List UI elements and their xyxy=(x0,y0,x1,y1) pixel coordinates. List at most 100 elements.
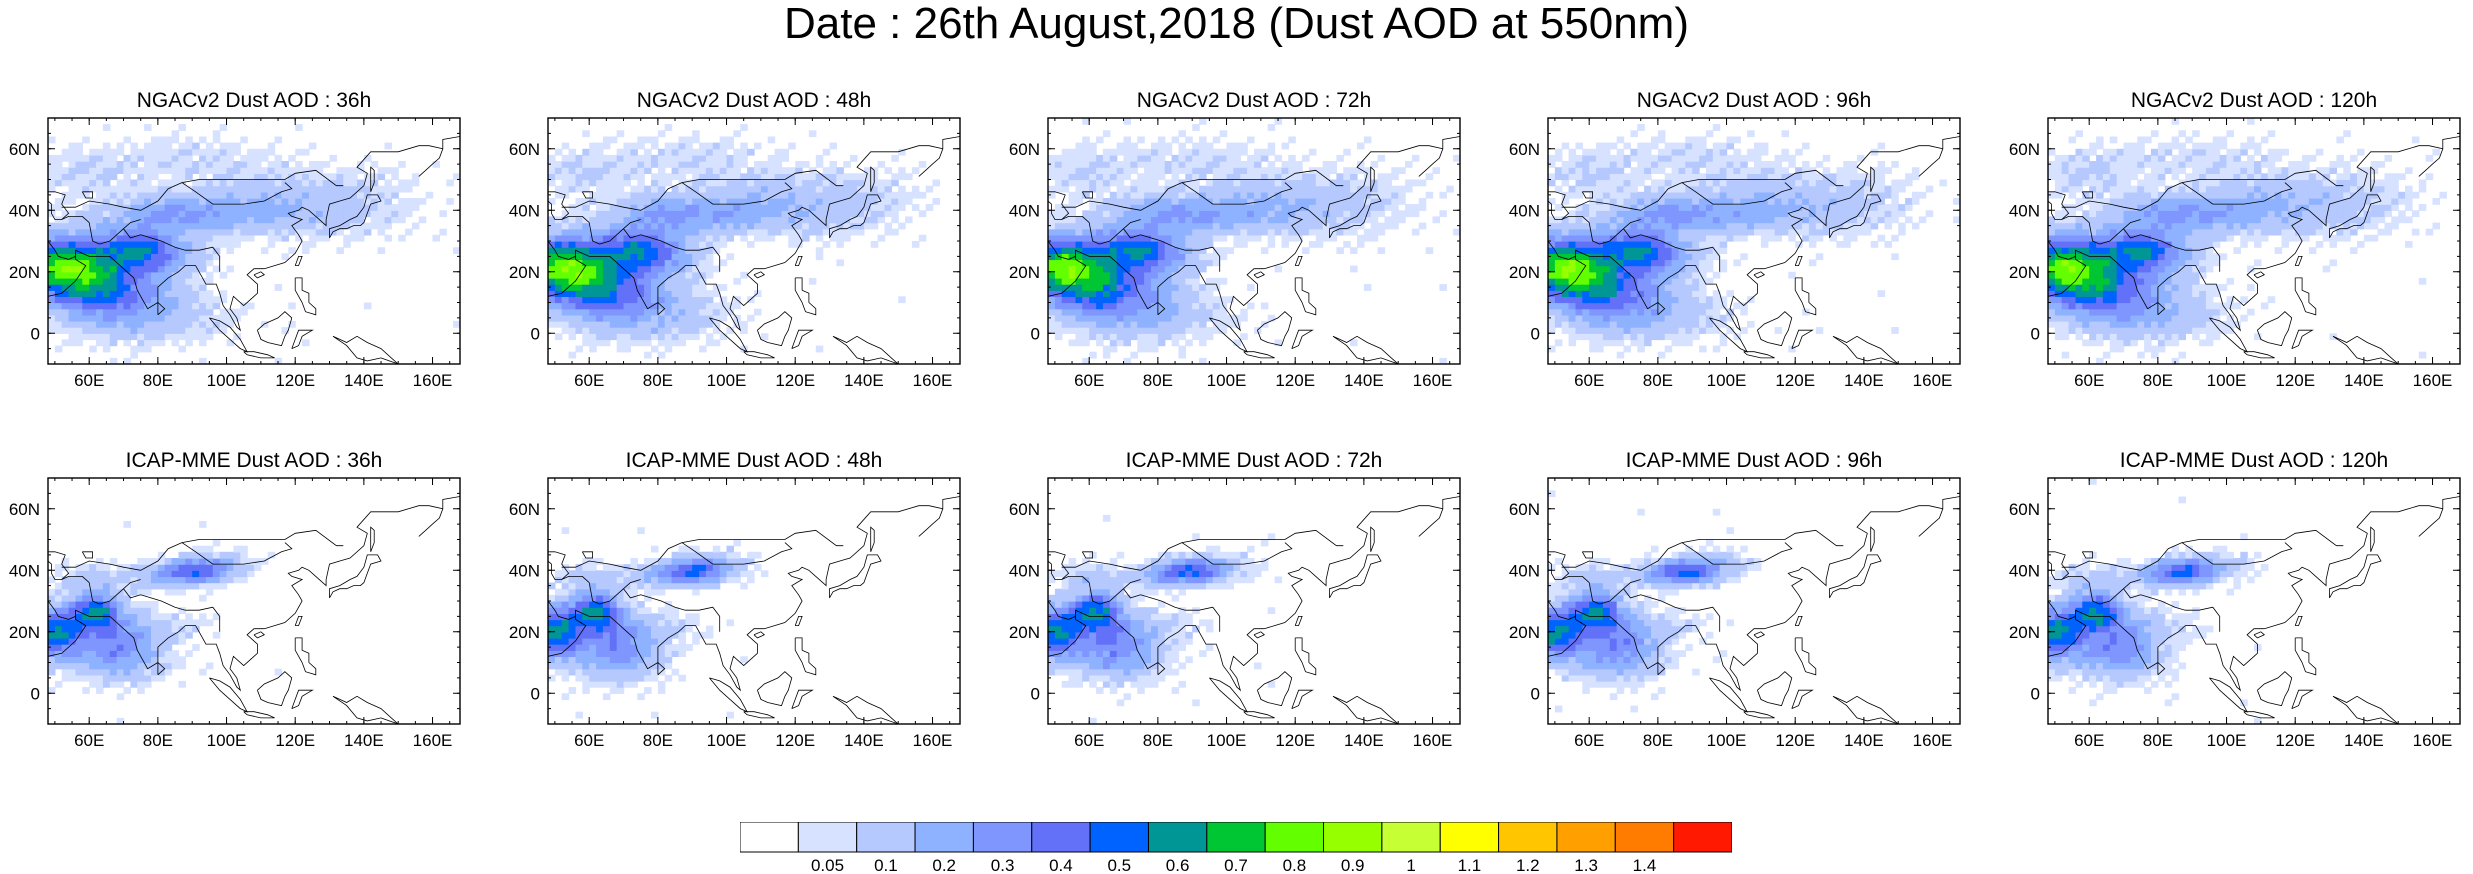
map-plot: 60N 40N 20N 0 60E 80E 100E 120E 140E 160E xyxy=(509,477,961,750)
lon-tick-label: 160E xyxy=(913,371,953,390)
colorbar: 0.05 0.1 0.2 0.3 0.4 0.5 0.6 0.7 0.8 0.9 1 1.1 1.2 1.… xyxy=(740,822,1732,872)
lat-tick-label: 0 xyxy=(1031,324,1040,343)
lat-tick-label: 0 xyxy=(2031,324,2040,343)
colorbar-box xyxy=(1147,822,1208,853)
lat-tick-label: 60N xyxy=(2009,140,2040,159)
map-panel-ngac-72h: NGACv2 Dust AOD : 72h 60N 40N 20N 0 60E 80E 100… xyxy=(1000,88,1480,408)
lon-tick-label: 160E xyxy=(1913,371,1953,390)
map-panel-ngac-120h: NGACv2 Dust AOD : 120h 60N 40N 20N 0 60E 80E 10… xyxy=(2000,88,2473,408)
map-panel-ngac-96h: NGACv2 Dust AOD : 96h 60N 40N 20N 0 60E 80E 100… xyxy=(1500,88,1980,408)
panel-title: ICAP-MME Dust AOD : 36h xyxy=(125,449,383,472)
lon-tick-label: 60E xyxy=(1074,731,1104,750)
colorbar-box xyxy=(1673,822,1732,853)
lat-tick-label: 60N xyxy=(1509,140,1540,159)
lon-tick-label: 100E xyxy=(1207,371,1247,390)
main-title: Date : 26th August,2018 (Dust AOD at 550… xyxy=(784,0,1689,48)
lat-tick-label: 60N xyxy=(9,500,40,519)
lat-tick-label: 0 xyxy=(2031,684,2040,703)
lat-tick-label: 0 xyxy=(1031,684,1040,703)
lon-tick-label: 100E xyxy=(2207,371,2247,390)
lon-tick-label: 160E xyxy=(413,371,453,390)
map-plot: 60N 40N 20N 0 60E 80E 100E 120E 140E 160E xyxy=(2009,117,2461,390)
panel-title: ICAP-MME Dust AOD : 48h xyxy=(625,449,883,472)
map-plot: 60N 40N 20N 0 60E 80E 100E 120E 140E 160E xyxy=(509,117,961,390)
map-plot: 60N 40N 20N 0 60E 80E 100E 120E 140E 160E xyxy=(1009,117,1461,390)
colorbar-label: 0.7 xyxy=(1224,856,1248,872)
map-panel-icap-96h: ICAP-MME Dust AOD : 96h 60N 40N 20N 0 60E 80E 1… xyxy=(1500,448,1980,768)
lon-tick-label: 60E xyxy=(1574,731,1604,750)
lat-tick-label: 60N xyxy=(1009,140,1040,159)
lon-tick-label: 80E xyxy=(1143,371,1173,390)
panel-title: NGACv2 Dust AOD : 36h xyxy=(136,89,372,112)
colorbar-box xyxy=(1498,822,1558,853)
lat-tick-label: 20N xyxy=(1009,263,1040,282)
colorbar-label: 1.2 xyxy=(1516,856,1540,872)
colorbar-label: 1.1 xyxy=(1458,856,1482,872)
lat-tick-label: 0 xyxy=(531,324,540,343)
lon-tick-label: 60E xyxy=(2074,371,2104,390)
lon-tick-label: 120E xyxy=(2275,731,2315,750)
lat-tick-label: 20N xyxy=(1509,623,1540,642)
lat-tick-label: 0 xyxy=(31,324,40,343)
lat-tick-label: 40N xyxy=(509,561,540,580)
lat-tick-label: 20N xyxy=(9,623,40,642)
aod-field xyxy=(2048,478,2269,724)
lon-tick-label: 80E xyxy=(1143,731,1173,750)
lon-tick-label: 80E xyxy=(143,731,173,750)
lon-tick-label: 120E xyxy=(275,371,315,390)
lon-tick-label: 60E xyxy=(2074,731,2104,750)
colorbar-label: 0.6 xyxy=(1166,856,1190,872)
aod-field xyxy=(1548,124,1960,359)
lon-tick-label: 100E xyxy=(207,731,247,750)
map-plot: 60N 40N 20N 0 60E 80E 100E 120E 140E 160E xyxy=(1509,477,1961,750)
lon-tick-label: 100E xyxy=(1207,731,1247,750)
lat-tick-label: 40N xyxy=(1509,201,1540,220)
lon-tick-label: 100E xyxy=(207,371,247,390)
lat-tick-label: 60N xyxy=(509,140,540,159)
colorbar-label: 0.05 xyxy=(811,856,844,872)
coastlines xyxy=(1048,136,1460,364)
lon-tick-label: 140E xyxy=(344,731,384,750)
lon-tick-label: 80E xyxy=(143,371,173,390)
panel-title: NGACv2 Dust AOD : 120h xyxy=(2130,89,2378,112)
lon-tick-label: 140E xyxy=(1344,731,1384,750)
lon-tick-label: 60E xyxy=(74,371,104,390)
lat-tick-label: 60N xyxy=(1509,500,1540,519)
lat-tick-label: 40N xyxy=(9,561,40,580)
lon-tick-label: 140E xyxy=(2344,371,2384,390)
lat-tick-label: 20N xyxy=(509,623,540,642)
lon-tick-label: 120E xyxy=(1775,731,1815,750)
lon-tick-label: 160E xyxy=(1913,731,1953,750)
colorbar-box xyxy=(1264,822,1325,853)
lon-tick-label: 140E xyxy=(344,371,384,390)
map-panel-icap-72h: ICAP-MME Dust AOD : 72h 60N 40N 20N 0 60E 80E 1… xyxy=(1000,448,1480,768)
aod-field xyxy=(2048,118,2447,364)
lat-tick-label: 60N xyxy=(9,140,40,159)
lon-tick-label: 80E xyxy=(643,731,673,750)
lon-tick-label: 80E xyxy=(2143,371,2173,390)
lon-tick-label: 160E xyxy=(2413,731,2453,750)
colorbar-label: 0.8 xyxy=(1283,856,1307,872)
lon-tick-label: 80E xyxy=(1643,371,1673,390)
lon-tick-label: 60E xyxy=(1074,371,1104,390)
map-panel-icap-36h: ICAP-MME Dust AOD : 36h 60N 40N 20N 0 60E 80E 1… xyxy=(0,448,480,768)
colorbar-box xyxy=(1556,822,1616,853)
colorbar-label: 0.9 xyxy=(1341,856,1365,872)
lon-tick-label: 100E xyxy=(1707,731,1747,750)
lon-tick-label: 140E xyxy=(1844,731,1884,750)
aod-field xyxy=(48,124,460,364)
lat-tick-label: 0 xyxy=(1531,684,1540,703)
coastlines xyxy=(548,496,960,724)
lon-tick-label: 60E xyxy=(574,731,604,750)
colorbar-box xyxy=(972,822,1033,853)
map-panel-icap-120h: ICAP-MME Dust AOD : 120h 60N 40N 20N 0 60E 80E… xyxy=(2000,448,2473,768)
colorbar-box xyxy=(856,822,916,853)
panel-title: NGACv2 Dust AOD : 48h xyxy=(636,89,872,112)
map-plot: 60N 40N 20N 0 60E 80E 100E 120E 140E 160E xyxy=(2009,477,2461,750)
lon-tick-label: 120E xyxy=(1275,371,1315,390)
lon-tick-label: 160E xyxy=(1413,731,1453,750)
lon-tick-label: 100E xyxy=(1707,371,1747,390)
coastlines xyxy=(2048,136,2460,364)
lat-tick-label: 20N xyxy=(1509,263,1540,282)
